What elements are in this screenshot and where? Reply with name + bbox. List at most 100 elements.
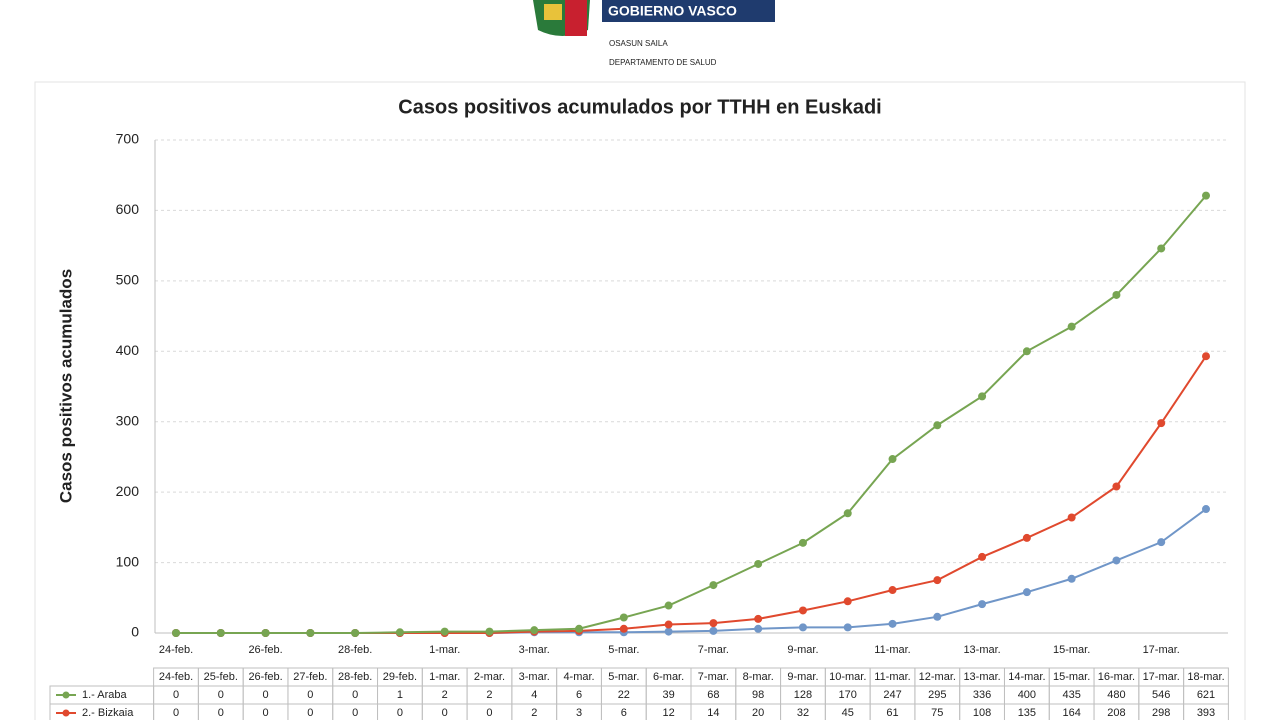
logo: GOBIERNO VASCO OSASUN SAILA DEPARTAMENTO… [533,0,775,67]
table-value: 98 [752,689,764,701]
series-line [176,194,1207,634]
logo-text: GOBIERNO VASCO [608,3,737,19]
point [1157,419,1166,428]
x-tick-label: 13-mar. [963,644,1000,656]
table-header: 18-mar. [1187,671,1224,683]
table-header: 3-mar. [519,671,550,683]
legend-marker [62,691,70,699]
table-value: 12 [662,707,674,719]
point [754,614,763,623]
table-value: 0 [263,707,269,719]
logo-band [602,0,775,22]
point [619,624,628,633]
point [216,629,225,637]
table-value: 6 [621,707,627,719]
point [888,619,897,628]
table-header: 13-mar. [963,671,1000,683]
table-value: 14 [707,707,719,719]
table-value: 2 [531,707,537,719]
table-header: 1-mar. [429,671,460,683]
table-header: 7-mar. [698,671,729,683]
table-value: 480 [1107,689,1125,701]
x-tick-label: 15-mar. [1053,644,1090,656]
table-value: 0 [486,707,492,719]
x-tick-label: 24-feb. [159,644,193,656]
legend-label: 1.- Araba [82,689,128,701]
point [261,629,270,637]
point [933,612,942,621]
table-header: 4-mar. [563,671,594,683]
table-value: 75 [931,707,943,719]
table-value: 20 [752,707,764,719]
point [798,538,807,547]
table-header: 24-feb. [159,671,193,683]
table-value: 208 [1107,707,1125,719]
table-value: 0 [218,707,224,719]
table-header: 10-mar. [829,671,866,683]
point [1022,347,1031,356]
table-value: 170 [839,689,857,701]
table-value: 22 [618,689,630,701]
table-value: 546 [1152,689,1170,701]
point [1022,588,1031,597]
x-tick-label: 26-feb. [248,644,282,656]
table-header: 26-feb. [248,671,282,683]
table-value: 298 [1152,707,1170,719]
table-value: 3 [576,707,582,719]
table-value: 108 [973,707,991,719]
point [1157,244,1166,253]
point [754,624,763,633]
table-value: 621 [1197,689,1215,701]
table-value: 32 [797,707,809,719]
y-axis-title: Casos positivos acumulados [56,269,75,503]
point [575,624,584,633]
y-tick-label: 0 [131,624,139,640]
table-header: 8-mar. [743,671,774,683]
table-value: 39 [662,689,674,701]
table-value: 0 [352,707,358,719]
point [978,392,987,401]
table-header: 6-mar. [653,671,684,683]
table-value: 0 [307,707,313,719]
table-value: 0 [397,707,403,719]
point [933,576,942,585]
table-value: 247 [883,689,901,701]
table-value: 128 [794,689,812,701]
y-tick-label: 400 [116,342,140,358]
point [843,623,852,632]
point [754,559,763,568]
chart-panel [34,81,1246,720]
x-tick-label: 9-mar. [787,644,818,656]
point [798,623,807,632]
logo-shield [565,0,587,36]
table-value: 0 [218,689,224,701]
point [530,626,539,635]
point [664,627,673,636]
dept-eu: OSASUN SAILA [609,39,668,48]
point [664,620,673,629]
table-header: 14-mar. [1008,671,1045,683]
table-value: 0 [352,689,358,701]
table-value: 400 [1018,689,1036,701]
point [306,629,315,637]
point [978,600,987,609]
x-tick-label: 7-mar. [698,644,729,656]
table-value: 435 [1062,689,1080,701]
point [485,627,494,636]
dept-es: DEPARTAMENTO DE SALUD [609,58,717,67]
point [933,421,942,430]
table-header: 5-mar. [608,671,639,683]
y-tick-label: 200 [116,483,140,499]
table-value: 164 [1062,707,1080,719]
table-value: 68 [707,689,719,701]
table-value: 393 [1197,707,1215,719]
point [619,613,628,622]
point [709,626,718,635]
point [1112,482,1121,491]
point [351,629,360,637]
table-value: 0 [263,689,269,701]
table-value: 6 [576,689,582,701]
point [843,509,852,518]
x-tick-label: 1-mar. [429,644,460,656]
